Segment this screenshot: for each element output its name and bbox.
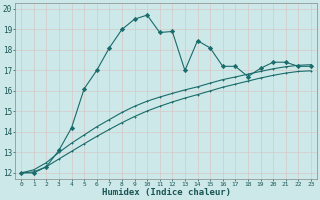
X-axis label: Humidex (Indice chaleur): Humidex (Indice chaleur)	[101, 188, 230, 197]
